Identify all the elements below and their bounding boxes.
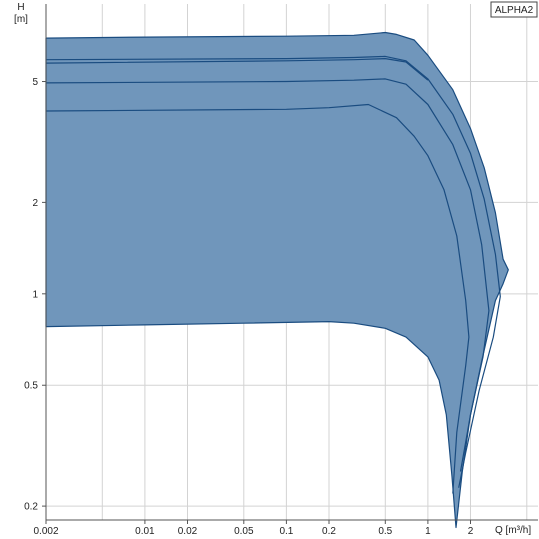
envelope-area <box>45 31 509 529</box>
x-tick-label: 0.002 <box>33 526 58 537</box>
y-tick-label: 0.2 <box>24 502 38 513</box>
x-tick-label: 0.01 <box>135 526 155 537</box>
y-tick-label: 2 <box>32 198 38 209</box>
y-tick-label: 1 <box>32 289 38 300</box>
legend-frame <box>490 1 538 18</box>
y-axis-title: H <box>17 2 24 13</box>
legend-label: ALPHA2 <box>495 5 534 16</box>
series-line-2 <box>45 57 429 81</box>
series-line-4 <box>45 103 470 494</box>
x-tick-label: 0.2 <box>322 526 336 537</box>
operating-envelope <box>45 31 509 529</box>
tick-labels: 0.002 0.01 0.02 0.05 0.1 0.2 0.5 1 2 0.2 0.5 1 2 5 <box>24 77 474 537</box>
y-tick-label: 5 <box>32 77 38 88</box>
x-tick-label: 0.5 <box>378 526 392 537</box>
y-tick-label: 0.5 <box>24 381 38 392</box>
legend-box: ALPHA2 <box>490 1 538 18</box>
x-axis-label: Q [m³/h] <box>495 525 531 536</box>
axes <box>45 4 538 521</box>
series-line-1 <box>45 55 501 488</box>
x-tick-label: 1 <box>425 526 431 537</box>
x-tick-label: 0.05 <box>234 526 254 537</box>
x-tick-label: 0.02 <box>178 526 198 537</box>
x-tick-label: 2 <box>468 526 474 537</box>
series-line-3 <box>45 78 490 472</box>
series-lines <box>45 55 501 494</box>
y-axis-unit: [m] <box>14 14 28 25</box>
x-tick-label: 0.1 <box>279 526 293 537</box>
